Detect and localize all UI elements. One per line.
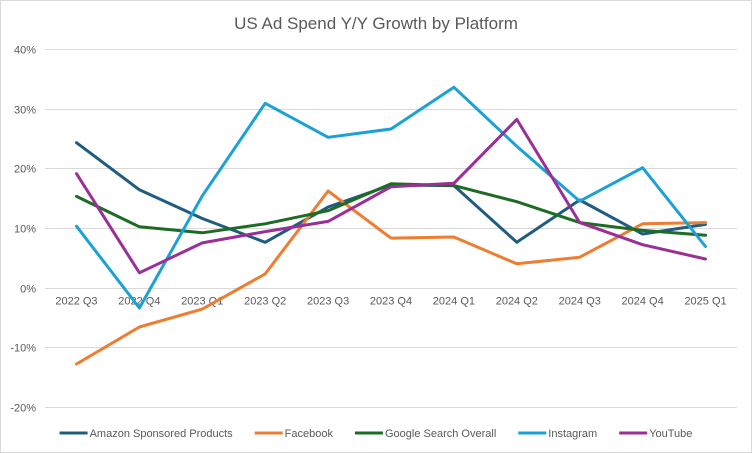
series-line-google-search-overall: [75, 182, 707, 237]
legend-label: Amazon Sponsored Products: [90, 428, 234, 440]
y-tick-label: 0%: [20, 284, 36, 296]
y-tick-label: -20%: [10, 403, 36, 415]
legend-item-youtube: YouTube: [619, 428, 692, 440]
legend-item-amazon-sponsored-products: Amazon Sponsored Products: [59, 428, 234, 440]
x-tick-label: 2023 Q3: [307, 296, 349, 308]
x-tick-label: 2022 Q4: [118, 296, 160, 308]
y-axis-tick-labels: 40% 30% 20% 10% 0% -10% -20%: [10, 45, 36, 415]
x-tick-label: 2024 Q4: [622, 296, 664, 308]
legend-label: Instagram: [548, 428, 597, 440]
x-tick-label: 2024 Q3: [559, 296, 601, 308]
y-tick-label: 20%: [14, 164, 36, 176]
legend: Amazon Sponsored Products Facebook Google …: [59, 428, 692, 440]
series-lines: [75, 85, 707, 366]
series-line-youtube: [75, 117, 707, 275]
x-tick-label: 2024 Q2: [496, 296, 538, 308]
x-tick-label: 2025 Q1: [684, 296, 726, 308]
chart-title: US Ad Spend Y/Y Growth by Platform: [234, 14, 518, 33]
series-line-instagram: [75, 85, 707, 310]
legend-item-instagram: Instagram: [518, 428, 597, 440]
y-tick-label: 40%: [14, 45, 36, 57]
x-axis-tick-labels: 2022 Q3 2022 Q4 2023 Q1 2023 Q2 2023 Q3 2023 …: [55, 296, 726, 308]
x-tick-label: 2023 Q4: [370, 296, 412, 308]
y-tick-label: -10%: [10, 343, 36, 355]
legend-label: Google Search Overall: [385, 428, 496, 440]
x-tick-label: 2023 Q2: [244, 296, 286, 308]
legend-item-facebook: Facebook: [254, 428, 334, 440]
legend-item-google-search-overall: Google Search Overall: [354, 428, 496, 440]
y-tick-label: 10%: [14, 224, 36, 236]
x-tick-label: 2024 Q1: [433, 296, 475, 308]
legend-label: YouTube: [649, 428, 692, 440]
y-tick-label: 30%: [14, 105, 36, 117]
legend-label: Facebook: [285, 428, 334, 440]
gridlines: [45, 49, 737, 408]
series-line-facebook: [75, 189, 707, 366]
x-tick-label: 2022 Q3: [55, 296, 97, 308]
